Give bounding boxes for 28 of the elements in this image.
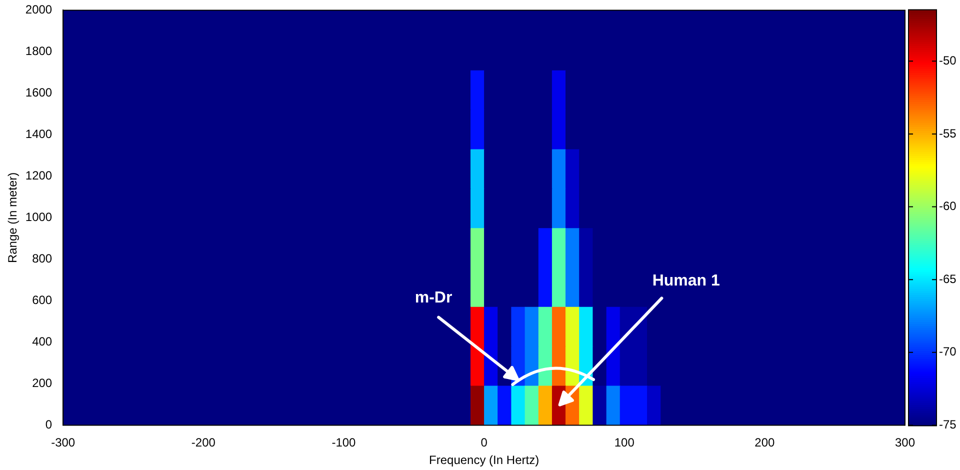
color-bar-label: -50 bbox=[939, 53, 957, 68]
y-tick-label: 1000 bbox=[25, 210, 52, 224]
y-tick-label: 1200 bbox=[25, 168, 52, 183]
y-tick-label: 1800 bbox=[25, 44, 52, 58]
color-bar-label: -65 bbox=[939, 272, 957, 286]
color-bar-label: -75 bbox=[939, 418, 957, 432]
x-tick-label: -300 bbox=[51, 436, 76, 450]
x-axis-title: Frequency (In Hertz) bbox=[429, 453, 540, 468]
color-bar-label: -55 bbox=[939, 126, 957, 140]
y-tick-label: 0 bbox=[45, 418, 52, 432]
y-axis-title: Range (In meter) bbox=[6, 172, 20, 264]
y-tick-label: 1600 bbox=[25, 86, 52, 100]
y-tick-label: 2000 bbox=[25, 2, 52, 17]
color-bar-label: -70 bbox=[939, 344, 957, 359]
annotation: m-Dr bbox=[414, 290, 452, 307]
x-tick-label: 200 bbox=[754, 436, 776, 450]
annotation: Human 1 bbox=[652, 272, 720, 290]
x-tick-label: -200 bbox=[191, 436, 216, 450]
y-tick-label: 600 bbox=[32, 293, 52, 308]
x-tick-label: 100 bbox=[614, 436, 635, 450]
color-bar-label: -60 bbox=[939, 199, 957, 214]
x-tick-label: -100 bbox=[332, 436, 356, 450]
x-tick-label: 300 bbox=[894, 436, 916, 450]
x-tick-label: 0 bbox=[480, 436, 488, 450]
y-tick-label: 400 bbox=[32, 334, 52, 349]
y-tick-label: 1400 bbox=[25, 127, 52, 142]
y-tick-label: 800 bbox=[32, 252, 52, 266]
y-tick-label: 200 bbox=[32, 376, 52, 390]
